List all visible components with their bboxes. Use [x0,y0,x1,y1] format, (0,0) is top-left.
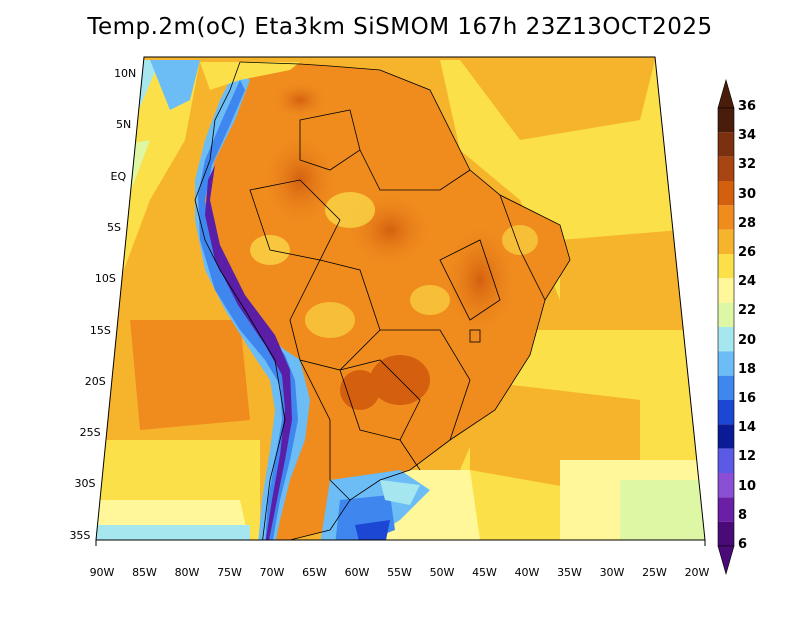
colorbar-swatch [718,205,734,230]
colorbar-swatch [718,327,734,352]
map-title: Temp.2m(oC) Eta3km SiSMOM 167h 23Z13OCT2… [87,14,713,40]
longitude-label: 45W [472,566,497,579]
latitude-label: 20S [84,374,106,388]
colorbar-swatch [718,375,734,400]
colorbar-swatch [718,521,734,546]
colorbar-swatch [718,132,734,157]
colorbar-swatch [718,351,734,376]
colorbar [717,78,735,576]
country-borders [194,61,571,540]
longitude-label: 85W [132,566,157,579]
colorbar-swatch [718,278,734,303]
colorbar-swatch [718,473,734,498]
longitude-label: 90W [89,566,115,579]
latitude-label: 5S [107,220,122,234]
axis-ticks [95,540,706,546]
colorbar-swatch [718,302,734,327]
colorbar-swatch [718,181,734,206]
longitude-label: 20W [684,566,710,579]
longitude-label: 75W [217,566,242,579]
colorbar-label: 24 [738,274,757,290]
colorbar-label: 26 [738,245,757,260]
colorbar-swatch [718,497,734,522]
longitude-label: 65W [302,566,327,579]
latitude-label: 15S [89,323,111,337]
colorbar-label: 8 [738,507,748,523]
longitude-label: 30W [599,566,625,579]
colorbar-label: 18 [738,361,757,377]
longitude-label: 60W [344,566,370,579]
longitude-label: 35W [557,566,582,579]
temperature-field [96,57,705,540]
colorbar-label: 32 [738,157,757,173]
colorbar-label: 10 [738,478,757,494]
colorbar-label: 16 [738,391,757,406]
longitude-label: 50W [429,566,455,579]
colorbar-label: 14 [738,420,757,436]
colorbar-label: 12 [738,449,757,465]
colorbar-label: 20 [738,332,757,348]
colorbar-label: 22 [738,303,757,319]
latitude-label: 5N [115,118,132,132]
longitude-label: 70W [259,566,285,579]
colorbar-top-arrow [717,78,735,109]
colorbar-swatch [718,424,734,449]
longitude-label: 40W [514,566,540,579]
colorbar-bottom-arrow [717,545,735,576]
latitude-label: 35S [69,528,91,542]
latitude-label: 30S [74,477,96,491]
colorbar-swatch [718,400,734,425]
colorbar-label: 34 [738,128,757,144]
colorbar-swatch [718,108,734,133]
colorbar-label: 6 [738,537,748,552]
latitude-label: 10N [114,67,137,80]
colorbar-swatch [718,448,734,473]
longitude-label: 55W [387,566,412,579]
latitude-label: 25S [79,426,101,440]
colorbar-swatch [718,254,734,279]
colorbar-swatch [718,229,734,254]
latitude-label: 10S [94,272,116,286]
longitude-label: 80W [174,566,200,579]
latitude-label: EQ [110,169,127,183]
colorbar-label: 28 [738,215,757,231]
colorbar-swatch [718,156,734,181]
colorbar-label: 36 [738,99,757,114]
longitude-label: 25W [642,566,667,579]
colorbar-label: 30 [738,186,757,202]
